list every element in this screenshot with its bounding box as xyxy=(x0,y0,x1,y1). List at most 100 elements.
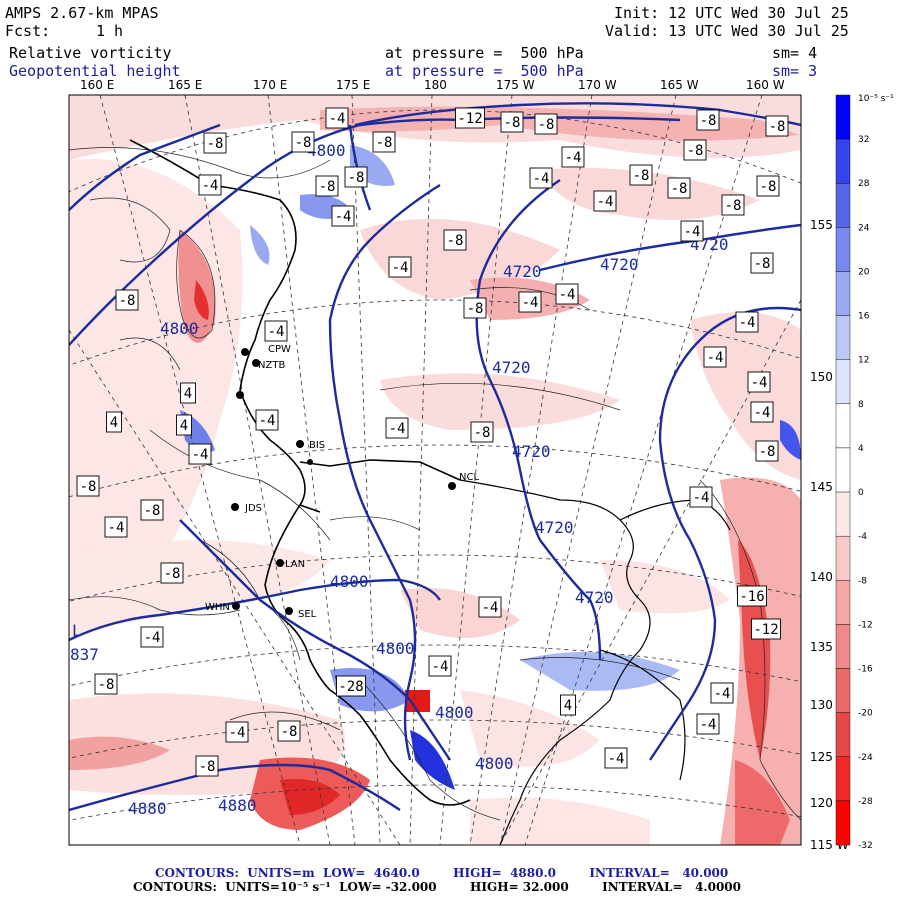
vorticity-label: -4 xyxy=(144,630,161,646)
height-label: 4800 xyxy=(307,141,346,160)
lon-label: 170 E xyxy=(253,78,288,92)
colorbar-swatch xyxy=(835,138,851,184)
colorbar-swatch xyxy=(835,447,851,493)
vorticity-label: -8 xyxy=(348,170,365,186)
vorticity-label-box xyxy=(176,414,192,436)
vorticity-label: -4 xyxy=(108,520,125,536)
vorticity-label: -4 xyxy=(565,150,582,166)
colorbar-label: -24 xyxy=(858,753,873,763)
vorticity-label-box xyxy=(344,166,368,188)
vorticity-label: -8 xyxy=(319,179,336,195)
vorticity-label-box xyxy=(680,220,704,242)
vorticity-label: -8 xyxy=(467,301,484,317)
vorticity-label-box xyxy=(388,256,412,278)
height-label: 4800 xyxy=(376,639,415,658)
colorbar-swatch xyxy=(835,535,851,581)
vorticity-label-box xyxy=(735,311,759,333)
height-label: 4720 xyxy=(575,588,614,607)
colorbar: 32 28 24 20 16 12 8 4 0 -4 -8 -12 -16 -20 -24 -28 -32 xyxy=(835,94,873,851)
colorbar-label: -32 xyxy=(858,841,873,851)
vorticity-label: -8 xyxy=(687,143,704,159)
vorticity-label-box xyxy=(721,194,745,216)
height-label: 4880 xyxy=(218,796,257,815)
colorbar-swatch xyxy=(835,227,851,272)
height-label: 4800 xyxy=(435,703,474,722)
colorbar-swatch xyxy=(835,315,851,360)
vorticity-label-box xyxy=(751,618,781,640)
field2-level: at pressure = 500 hPa xyxy=(385,62,584,80)
colorbar-label: 4 xyxy=(858,444,864,454)
field2-smoothing: sm= 3 xyxy=(772,62,818,80)
vorticity-label: -8 xyxy=(700,113,717,129)
colorbar-unit: 10⁻⁵ s⁻¹ xyxy=(858,94,894,104)
vorticity-label-box xyxy=(500,111,524,133)
colorbar-label: 12 xyxy=(858,356,869,366)
vorticity-label: -8 xyxy=(474,425,491,441)
colorbar-swatch xyxy=(835,756,851,802)
vorticity-label-box xyxy=(756,175,780,197)
height-label: 4800 xyxy=(475,754,514,773)
vorticity-label-box xyxy=(331,205,355,227)
height-label: 4800 xyxy=(330,572,369,591)
vorticity-label: -8 xyxy=(760,179,777,195)
lon-label: 160 W xyxy=(746,78,785,92)
colorbar-swatch xyxy=(835,491,851,537)
vorticity-label: -4 xyxy=(268,324,285,340)
station-label: NCL xyxy=(459,472,479,483)
colorbar-swatch xyxy=(835,580,851,625)
vorticity-label-box xyxy=(750,401,774,423)
lon-label: 180 xyxy=(424,78,447,92)
vorticity-label-box xyxy=(385,417,409,439)
colorbar-label: -28 xyxy=(858,797,873,807)
vorticity-label-box xyxy=(94,673,118,695)
vorticity-label-box xyxy=(140,499,164,521)
forecast-hour: 1 h xyxy=(96,22,124,40)
colorbar-label: 8 xyxy=(858,400,864,410)
colorbar-label: -12 xyxy=(858,620,873,630)
vorticity-label: -4 xyxy=(192,447,209,463)
height-label: 4720 xyxy=(503,262,542,281)
vorticity-label-box xyxy=(325,107,349,129)
station-label: CPW xyxy=(268,344,291,355)
vorticity-label-box xyxy=(76,475,100,497)
vorticity-label-box xyxy=(336,675,366,697)
vorticity-label-box xyxy=(198,174,222,196)
vorticity-label-box xyxy=(470,421,494,443)
lon-label: 175 E xyxy=(336,78,371,92)
vorticity-label-box xyxy=(560,694,576,716)
vorticity-contour-info: CONTOURS: UNITS=10⁻⁵ s⁻¹ LOW= -32.000 HI… xyxy=(133,880,741,894)
vorticity-label: -4 xyxy=(432,659,449,675)
lon-label: 175 W xyxy=(496,78,535,92)
colorbar-swatch xyxy=(835,271,851,316)
lon-label: 160 E xyxy=(80,78,115,92)
station-label: JDS xyxy=(244,503,262,514)
vorticity-label: -8 xyxy=(376,135,393,151)
vorticity-label-box xyxy=(315,175,339,197)
vorticity-label: 4 xyxy=(564,698,572,714)
vorticity-label-box xyxy=(604,747,628,769)
vorticity-label: -8 xyxy=(281,724,298,740)
vorticity-label: -4 xyxy=(754,405,771,421)
vorticity-label: -28 xyxy=(338,679,363,695)
vorticity-label-box xyxy=(683,139,707,161)
vorticity-label: -4 xyxy=(739,315,756,331)
vorticity-label: -8 xyxy=(98,677,115,693)
vorticity-label-box xyxy=(115,289,139,311)
vorticity-label-box xyxy=(747,371,771,393)
vorticity-label: -8 xyxy=(207,136,224,152)
vorticity-label: -8 xyxy=(671,181,688,197)
vorticity-label-box xyxy=(372,131,396,153)
height-label: 4720 xyxy=(492,358,531,377)
vorticity-label: 4 xyxy=(184,386,192,402)
vorticity-label: -4 xyxy=(389,421,406,437)
vorticity-label: -4 xyxy=(714,686,731,702)
vorticity-label: -4 xyxy=(559,287,576,303)
vorticity-label: -4 xyxy=(751,375,768,391)
colorbar-label: 28 xyxy=(858,179,870,189)
vorticity-label-box xyxy=(696,109,720,131)
vorticity-label-box xyxy=(737,585,767,607)
vorticity-label-box xyxy=(104,516,128,538)
colorbar-swatch xyxy=(835,624,851,669)
vorticity-label-box xyxy=(195,755,219,777)
